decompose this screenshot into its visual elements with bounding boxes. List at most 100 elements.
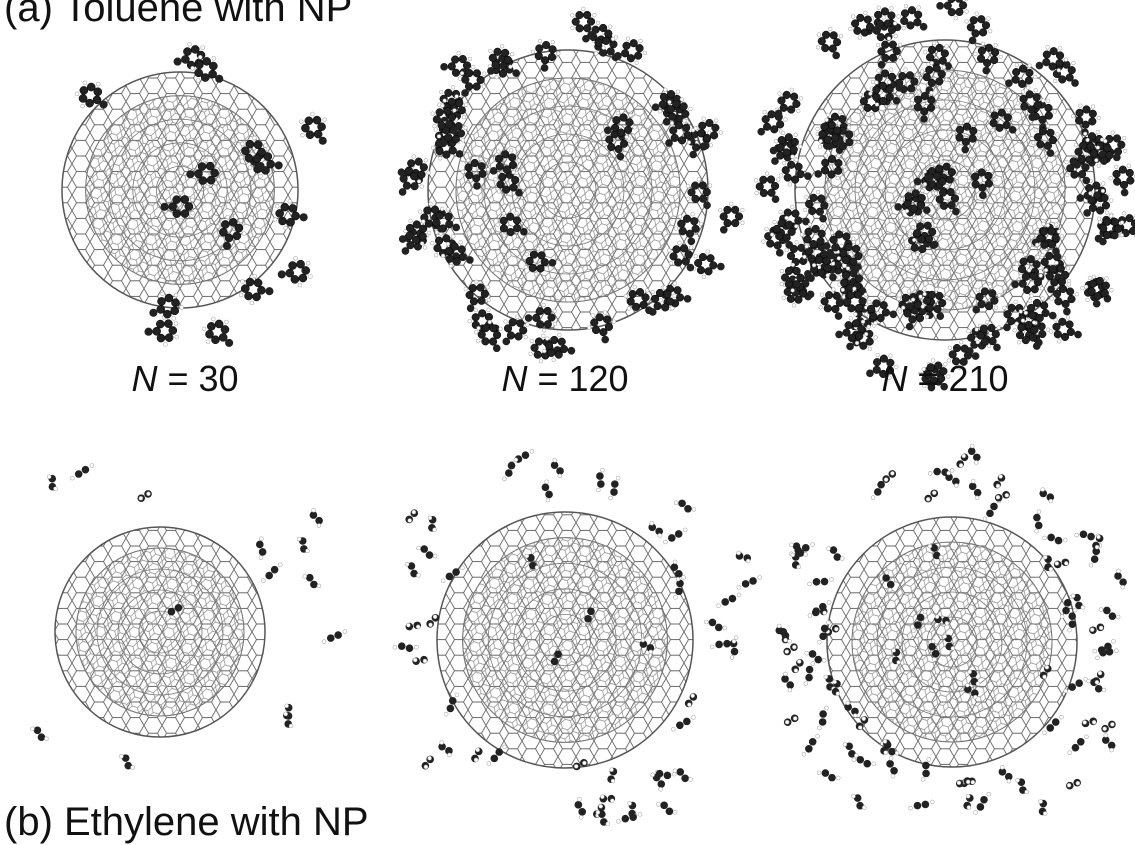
- carbon-atom: [821, 578, 829, 586]
- n-label: N = 30: [35, 358, 335, 400]
- hydrogen-atom: [966, 794, 970, 798]
- carbon-atom: [697, 266, 705, 274]
- carbon-atom: [445, 120, 453, 128]
- hydrogen-atom: [785, 248, 789, 252]
- carbon-atom: [690, 217, 698, 225]
- hydrogen-atom: [460, 566, 464, 570]
- carbon-atom: [1075, 679, 1083, 687]
- hydrogen-atom: [1109, 176, 1113, 180]
- carbon-atom: [831, 134, 839, 142]
- carbon-atom: [34, 726, 42, 734]
- hydrogen-atom: [1064, 58, 1068, 62]
- carbon-atom: [699, 195, 707, 203]
- hydrogen-atom: [343, 630, 347, 634]
- carbon-atom: [772, 195, 780, 203]
- carbon-atom: [420, 545, 428, 553]
- carbon-atom: [969, 135, 977, 143]
- carbon-atom: [837, 139, 845, 147]
- hydrogen-atom: [1035, 529, 1039, 533]
- carbon-atom: [858, 325, 866, 333]
- hydrogen-atom: [495, 75, 499, 79]
- hydrogen-atom: [1110, 748, 1114, 752]
- carbon-atom: [473, 83, 481, 91]
- hydrogen-atom: [1023, 253, 1027, 257]
- hydrogen-atom: [462, 115, 466, 119]
- carbon-atom: [1061, 271, 1069, 279]
- carbon-atom: [936, 312, 944, 320]
- hydrogen-atom: [525, 252, 529, 256]
- hydrogen-atom: [993, 178, 997, 182]
- hydrogen-atom: [1095, 545, 1099, 549]
- hydrogen-atom: [1053, 110, 1057, 114]
- carbon-atom: [469, 284, 477, 292]
- hydrogen-atom: [909, 806, 913, 810]
- hydrogen-atom: [259, 537, 263, 541]
- hydrogen-atom: [730, 656, 734, 660]
- carbon-atom: [246, 278, 254, 286]
- hydrogen-atom: [90, 464, 94, 468]
- hydrogen-atom: [524, 335, 528, 339]
- carbon-atom: [1034, 101, 1042, 109]
- hydrogen-atom: [718, 208, 722, 212]
- carbon-atom: [634, 52, 642, 60]
- hydrogen-atom: [1059, 715, 1063, 719]
- carbon-atom: [978, 300, 986, 308]
- hydrogen-atom: [190, 198, 194, 202]
- hydrogen-atom: [416, 573, 420, 577]
- carbon-atom: [596, 313, 604, 321]
- hydrogen-atom: [1021, 319, 1025, 323]
- toluene-molecule: [570, 7, 596, 39]
- carbon-atom: [1076, 194, 1084, 202]
- hydrogen-atom: [288, 199, 292, 203]
- carbon-atom: [576, 24, 584, 32]
- hydrogen-atom: [994, 306, 998, 310]
- hydrogen-atom: [204, 158, 208, 162]
- carbon-atom: [1076, 109, 1084, 117]
- hydrogen-atom: [800, 233, 804, 237]
- ethylene-molecule: [1016, 778, 1029, 794]
- hydrogen-atom: [587, 326, 591, 330]
- carbon-atom: [814, 170, 822, 178]
- carbon-atom: [556, 467, 564, 475]
- carbon-atom: [914, 802, 922, 810]
- carbon-atom: [673, 245, 681, 253]
- hydrogen-atom: [674, 501, 678, 505]
- hydrogen-atom: [1097, 164, 1101, 168]
- carbon-atom: [817, 269, 825, 277]
- carbon-atom: [100, 100, 108, 108]
- carbon-atom: [1018, 265, 1026, 273]
- hydrogen-atom: [645, 289, 649, 293]
- carbon-atom: [900, 17, 908, 25]
- hydrogen-atom: [930, 61, 934, 65]
- hydrogen-atom: [406, 623, 410, 627]
- carbon-atom: [918, 194, 926, 202]
- carbon-atom: [1052, 247, 1060, 255]
- carbon-atom: [1037, 141, 1045, 149]
- carbon-atom: [972, 180, 980, 188]
- carbon-atom: [821, 159, 829, 167]
- hydrogen-atom: [446, 207, 450, 211]
- hydrogen-atom: [430, 241, 434, 245]
- hydrogen-atom: [932, 491, 936, 495]
- figure: [0, 0, 1135, 836]
- hydrogen-atom: [1027, 268, 1031, 272]
- carbon-atom: [467, 304, 475, 312]
- carbon-atom: [786, 681, 794, 689]
- carbon-atom: [509, 318, 517, 326]
- carbon-atom: [684, 295, 692, 303]
- hydrogen-atom: [689, 107, 693, 111]
- carbon-atom: [917, 202, 925, 210]
- hydrogen-atom: [702, 275, 706, 279]
- carbon-atom: [855, 332, 863, 340]
- carbon-atom: [982, 21, 990, 29]
- carbon-atom: [163, 310, 171, 318]
- carbon-atom: [490, 167, 498, 175]
- ethylene-molecule: [1102, 733, 1116, 752]
- carbon-atom: [928, 181, 936, 189]
- hydrogen-atom: [582, 761, 586, 765]
- carbon-atom: [446, 255, 454, 263]
- carbon-atom: [406, 224, 414, 232]
- hydrogen-atom: [854, 136, 858, 140]
- carbon-atom: [878, 61, 886, 69]
- carbon-atom: [818, 230, 826, 238]
